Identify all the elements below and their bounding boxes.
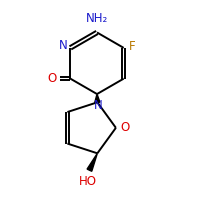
Text: HO: HO bbox=[78, 175, 96, 188]
Text: O: O bbox=[120, 121, 130, 134]
Polygon shape bbox=[87, 153, 97, 171]
Polygon shape bbox=[95, 94, 100, 102]
Text: F: F bbox=[129, 40, 136, 53]
Text: N: N bbox=[59, 39, 67, 52]
Text: N: N bbox=[94, 99, 102, 112]
Text: NH₂: NH₂ bbox=[86, 12, 108, 25]
Text: O: O bbox=[47, 72, 56, 85]
